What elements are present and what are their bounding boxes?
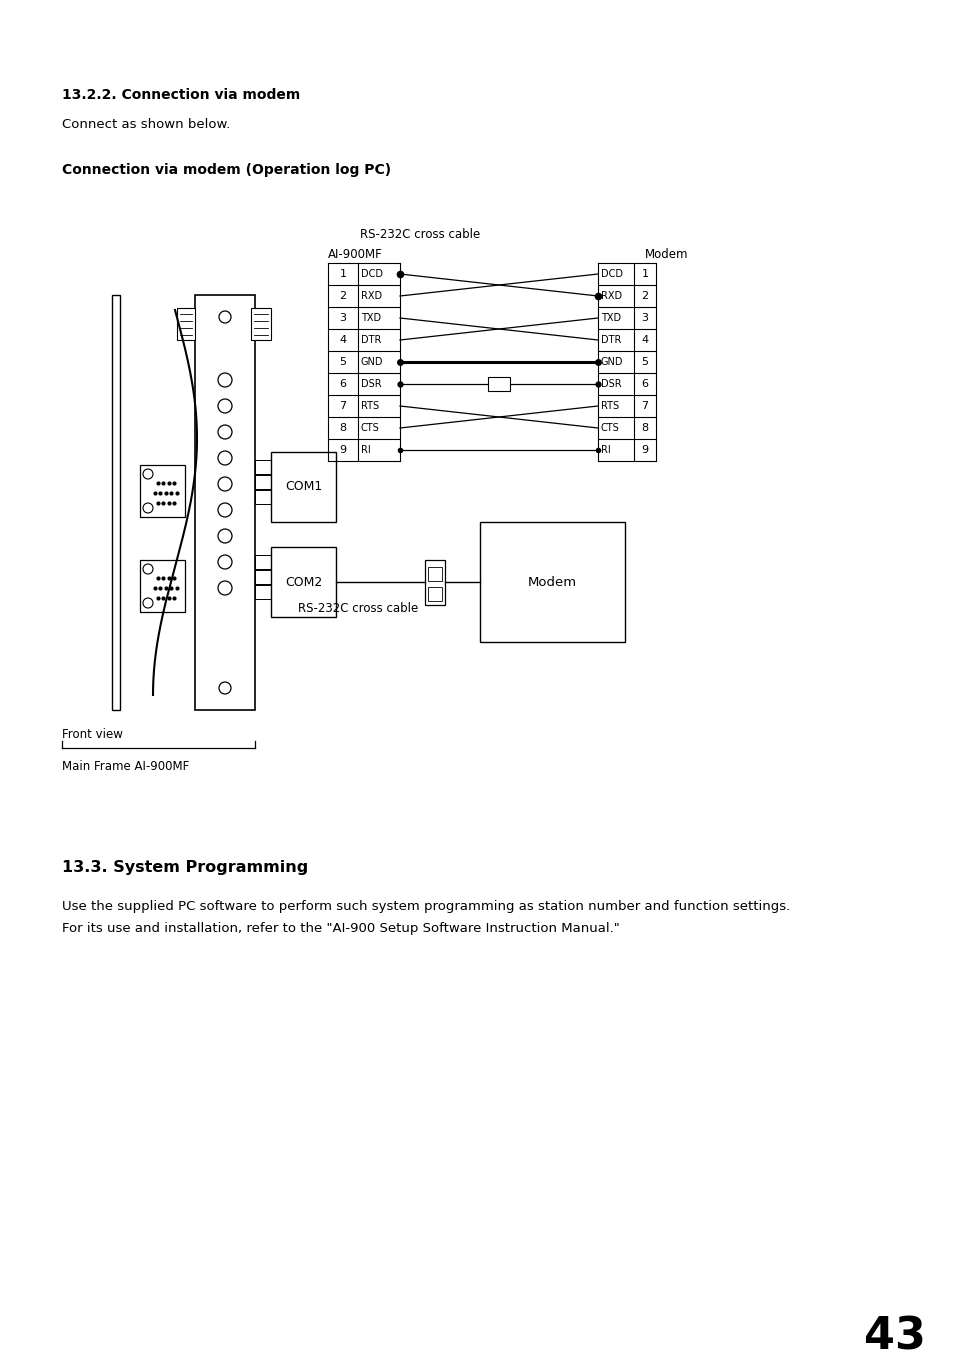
Text: 5: 5 xyxy=(339,357,346,367)
Text: Connect as shown below.: Connect as shown below. xyxy=(62,118,230,131)
Bar xyxy=(254,570,271,584)
Circle shape xyxy=(218,477,232,490)
Text: 3: 3 xyxy=(339,313,346,323)
Text: TXD: TXD xyxy=(600,313,620,323)
Circle shape xyxy=(218,503,232,517)
Text: RS-232C cross cable: RS-232C cross cable xyxy=(359,228,479,240)
Text: 43: 43 xyxy=(863,1315,925,1351)
Text: 13.3. System Programming: 13.3. System Programming xyxy=(62,861,308,875)
Text: 8: 8 xyxy=(339,423,346,434)
Bar xyxy=(428,566,441,581)
Text: 7: 7 xyxy=(640,401,648,411)
Text: RI: RI xyxy=(600,444,610,455)
Circle shape xyxy=(218,530,232,543)
Text: 4: 4 xyxy=(640,335,648,345)
Text: 4: 4 xyxy=(339,335,346,345)
Bar xyxy=(177,308,194,340)
Circle shape xyxy=(143,563,152,574)
Text: RI: RI xyxy=(360,444,371,455)
Bar xyxy=(251,308,271,340)
Text: COM2: COM2 xyxy=(285,576,322,589)
Text: RS-232C cross cable: RS-232C cross cable xyxy=(297,603,417,615)
Text: 6: 6 xyxy=(640,380,648,389)
Bar xyxy=(271,453,335,521)
Bar xyxy=(254,459,271,474)
Text: CTS: CTS xyxy=(600,423,619,434)
Text: Main Frame AI-900MF: Main Frame AI-900MF xyxy=(62,761,189,773)
Text: CTS: CTS xyxy=(360,423,379,434)
Text: Connection via modem (Operation log PC): Connection via modem (Operation log PC) xyxy=(62,163,391,177)
Text: COM1: COM1 xyxy=(285,481,322,493)
Text: DSR: DSR xyxy=(600,380,621,389)
Text: DTR: DTR xyxy=(360,335,381,345)
Text: Use the supplied PC software to perform such system programming as station numbe: Use the supplied PC software to perform … xyxy=(62,900,789,913)
Bar xyxy=(140,465,185,517)
Text: GND: GND xyxy=(360,357,383,367)
Text: 1: 1 xyxy=(640,269,648,280)
Text: DTR: DTR xyxy=(600,335,620,345)
Text: 9: 9 xyxy=(339,444,346,455)
Circle shape xyxy=(218,373,232,386)
Circle shape xyxy=(219,311,231,323)
Text: DCD: DCD xyxy=(360,269,382,280)
Text: Front view: Front view xyxy=(62,728,123,740)
Text: AI-900MF: AI-900MF xyxy=(328,249,382,261)
Text: 9: 9 xyxy=(640,444,648,455)
Bar xyxy=(112,295,120,711)
Circle shape xyxy=(218,451,232,465)
Text: 5: 5 xyxy=(640,357,648,367)
Text: DSR: DSR xyxy=(360,380,381,389)
Text: RXD: RXD xyxy=(600,290,621,301)
Bar xyxy=(488,377,510,390)
Text: 2: 2 xyxy=(339,290,346,301)
Circle shape xyxy=(143,503,152,513)
Text: 2: 2 xyxy=(640,290,648,301)
Circle shape xyxy=(218,426,232,439)
Bar xyxy=(479,521,624,642)
Circle shape xyxy=(143,598,152,608)
Bar xyxy=(254,490,271,504)
Bar xyxy=(194,295,254,711)
Text: 13.2.2. Connection via modem: 13.2.2. Connection via modem xyxy=(62,88,300,101)
Text: 3: 3 xyxy=(640,313,648,323)
Text: 8: 8 xyxy=(640,423,648,434)
Text: 6: 6 xyxy=(339,380,346,389)
Text: RTS: RTS xyxy=(600,401,618,411)
Bar xyxy=(254,585,271,598)
Text: DCD: DCD xyxy=(600,269,622,280)
Circle shape xyxy=(218,399,232,413)
Circle shape xyxy=(218,581,232,594)
Text: For its use and installation, refer to the "AI-900 Setup Software Instruction Ma: For its use and installation, refer to t… xyxy=(62,921,619,935)
Bar xyxy=(140,561,185,612)
Bar xyxy=(428,586,441,600)
Bar xyxy=(424,559,444,604)
Circle shape xyxy=(218,555,232,569)
Text: GND: GND xyxy=(600,357,623,367)
Text: 7: 7 xyxy=(339,401,346,411)
Text: RTS: RTS xyxy=(360,401,378,411)
Text: TXD: TXD xyxy=(360,313,381,323)
Text: RXD: RXD xyxy=(360,290,382,301)
Circle shape xyxy=(143,469,152,480)
Bar xyxy=(254,555,271,569)
Bar xyxy=(271,547,335,617)
Circle shape xyxy=(219,682,231,694)
Text: Modem: Modem xyxy=(527,576,577,589)
Text: Modem: Modem xyxy=(644,249,688,261)
Text: 1: 1 xyxy=(339,269,346,280)
Bar xyxy=(254,476,271,489)
